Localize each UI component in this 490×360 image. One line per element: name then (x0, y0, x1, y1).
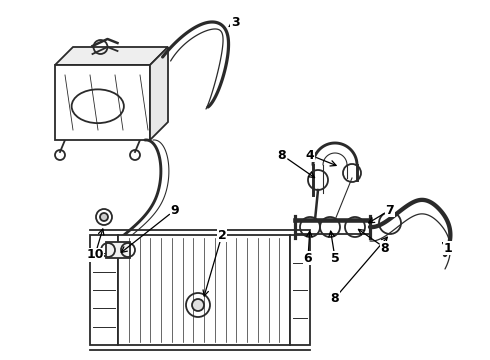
Text: 2: 2 (218, 229, 226, 242)
Text: 6: 6 (304, 252, 312, 265)
Text: 9: 9 (171, 203, 179, 216)
Bar (290, 235, 310, 345)
Text: 8: 8 (381, 242, 390, 255)
Text: 8: 8 (278, 149, 286, 162)
Text: 5: 5 (331, 252, 340, 265)
Bar (106, 242, 130, 258)
Polygon shape (150, 47, 168, 140)
Circle shape (192, 299, 204, 311)
Bar (90, 235, 118, 345)
Text: 1: 1 (443, 242, 452, 255)
Text: 4: 4 (306, 149, 315, 162)
Text: 10: 10 (86, 248, 104, 261)
FancyBboxPatch shape (55, 65, 150, 140)
Text: 3: 3 (231, 15, 239, 28)
Text: 8: 8 (331, 292, 339, 305)
Polygon shape (55, 47, 168, 65)
Text: 7: 7 (386, 203, 394, 216)
Circle shape (100, 213, 108, 221)
Bar (118, 235, 290, 345)
